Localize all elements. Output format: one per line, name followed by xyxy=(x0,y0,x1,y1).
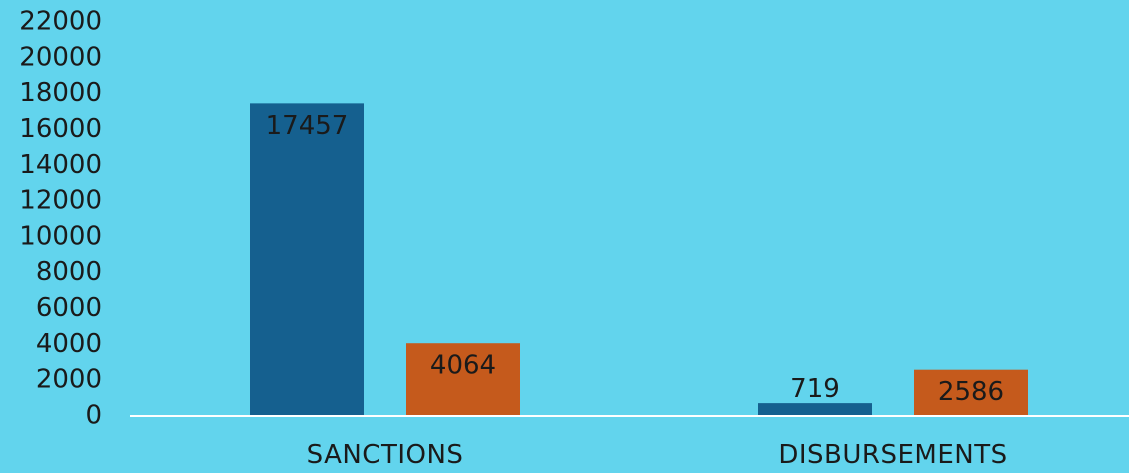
bar-series-2-disbursements xyxy=(914,369,1028,416)
y-tick-label: 16000 xyxy=(19,114,102,144)
y-tick-label: 14000 xyxy=(19,150,102,180)
y-axis-tick-labels: 0 2000 4000 6000 8000 10000 12000 14000 16000 180… xyxy=(19,7,102,431)
category-label-disbursements: DISBURSEMENTS xyxy=(778,440,1007,470)
y-tick-label: 4000 xyxy=(36,329,102,359)
y-tick-label: 0 xyxy=(85,401,102,431)
data-label: 4064 xyxy=(430,351,496,381)
y-tick-label: 20000 xyxy=(19,42,102,72)
category-labels: SANCTIONS DISBURSEMENTS xyxy=(307,440,1008,470)
bar-series-2-sanctions xyxy=(406,343,520,416)
y-tick-label: 6000 xyxy=(36,293,102,323)
data-label: 2586 xyxy=(938,377,1004,407)
y-tick-label: 12000 xyxy=(19,186,102,216)
y-tick-label: 2000 xyxy=(36,365,102,395)
y-tick-label: 22000 xyxy=(19,7,102,37)
bar-series: 17457 719 4064 2586 xyxy=(250,103,1028,417)
data-label: 17457 xyxy=(266,111,349,141)
y-tick-label: 8000 xyxy=(36,257,102,287)
y-tick-label: 18000 xyxy=(19,78,102,108)
data-label: 719 xyxy=(790,374,840,404)
bar-series-1-disbursements xyxy=(758,403,872,416)
category-label-sanctions: SANCTIONS xyxy=(307,440,464,470)
y-tick-label: 10000 xyxy=(19,221,102,251)
bar-series-1-sanctions xyxy=(250,103,364,417)
